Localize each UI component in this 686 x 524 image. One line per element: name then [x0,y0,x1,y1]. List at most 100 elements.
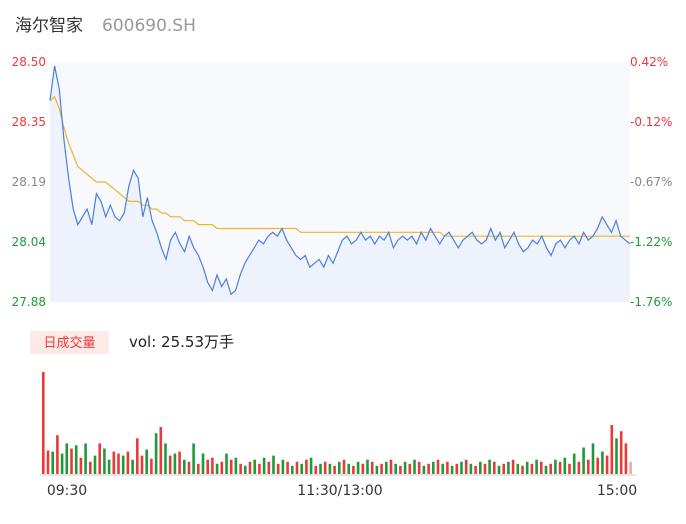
volume-bar [455,463,459,474]
volume-bar [408,463,412,474]
volume-bar [168,455,172,474]
volume-bar [248,461,252,474]
volume-bar [79,457,83,474]
volume-bar [225,453,228,474]
volume-bar [596,457,599,474]
volume-bar [399,465,402,474]
volume-bar [427,463,430,474]
volume-bar [356,461,360,474]
volume-bar [511,459,515,474]
volume-bar [70,448,73,474]
volume-bar [258,463,261,474]
volume-bar [535,459,538,474]
volume-bar [460,461,463,474]
volume-bar [126,451,130,474]
percent-tick-label: 0.42% [630,55,668,69]
volume-bar [605,455,609,474]
price-tick-label: 28.35 [12,115,46,129]
volume-bar [474,465,477,474]
volume-bar [544,465,548,474]
volume-bar [328,463,332,474]
volume-bar [394,463,397,474]
volume-bar [295,461,299,474]
volume-bar [253,459,256,474]
volume-bar [150,458,153,474]
volume-badge: 日成交量 [43,335,95,351]
volume-bar [178,451,181,474]
volume-bar [187,461,191,474]
volume-bar [46,450,50,474]
time-label-close: 15:00 [597,483,637,499]
volume-bar [74,445,78,474]
volume-bar [587,459,590,474]
volume-bar [342,459,346,474]
volume-bar [286,461,289,474]
volume-bar [413,459,416,474]
volume-bars [42,372,632,474]
volume-bar [272,455,275,474]
volume-bar [493,461,496,474]
percent-tick-label: -0.67% [630,175,672,189]
volume-bar [450,465,454,474]
price-line [49,65,631,296]
volume-bar [549,463,552,474]
volume-bar [352,465,355,474]
volume-bar [422,465,426,474]
volume-bar [446,461,449,474]
volume-bar [380,463,383,474]
percent-tick-label: -1.22% [630,235,672,249]
volume-bar [42,372,45,474]
volume-bar [154,433,158,474]
volume-bar [577,461,581,474]
volume-bar [51,451,54,474]
volume-bar [558,461,562,474]
volume-bar [136,438,139,474]
volume-bar [201,453,205,474]
volume-bar [89,461,92,474]
volume-bar [117,453,120,474]
time-label-midday: 11:30/13:00 [297,483,382,499]
volume-bar [464,459,468,474]
volume-bar [441,463,444,474]
volume-bar [183,459,186,474]
price-tick-label: 28.04 [12,235,46,249]
volume-bar [389,459,393,474]
volume-bar [582,447,585,474]
volume-text: vol: 25.53万手 [129,333,234,351]
volume-bar [121,455,125,474]
volume-bar [563,457,567,474]
volume-bar [229,459,233,474]
volume-bar [525,461,529,474]
volume-bar [432,461,435,474]
volume-bar [370,461,374,474]
volume-bar [361,463,365,474]
volume-bar [192,443,195,474]
volume-bar [197,463,200,474]
volume-bar [319,463,322,474]
volume-bar [220,461,224,474]
volume-bar [610,425,614,474]
volume-bar [479,461,482,474]
volume-bar [140,455,144,474]
volume-bar [619,431,623,474]
volume-bar [309,457,313,474]
volume-bar [497,465,501,474]
volume-bar [234,457,238,474]
percent-tick-label: -0.12% [630,115,672,129]
stock-code: 600690.SH [102,16,196,36]
volume-bar [403,461,407,474]
volume-badge-bg [30,331,109,354]
volume-bar [521,465,524,474]
volume-bar [488,459,491,474]
volume-bar [267,461,271,474]
volume-bar [347,463,350,474]
volume-bar [323,461,327,474]
volume-bar [385,461,388,474]
average-price-line [49,95,630,237]
price-tick-label: 27.88 [12,295,46,309]
volume-bar [145,449,148,474]
volume-bar [540,461,543,474]
volume-bar [56,435,59,474]
volume-bar [305,459,308,474]
